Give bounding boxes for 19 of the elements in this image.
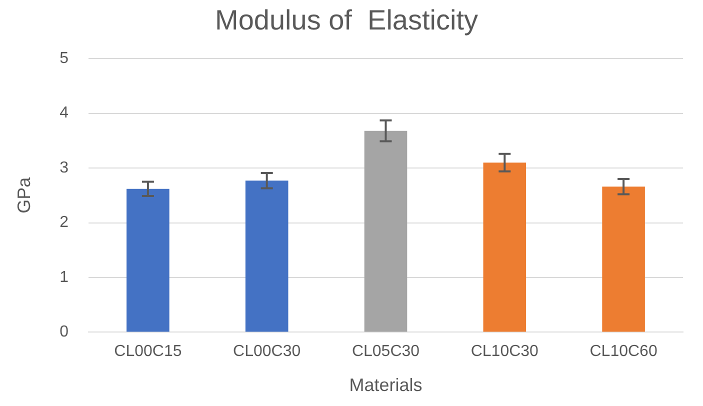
y-tick-label: 1 bbox=[60, 268, 69, 286]
y-tick-label: 2 bbox=[60, 214, 69, 232]
x-tick-label: CL00C15 bbox=[114, 343, 182, 360]
bar bbox=[483, 162, 526, 332]
bar bbox=[245, 180, 288, 332]
y-axis-title: GPa bbox=[14, 176, 34, 214]
x-tick-label: CL00C30 bbox=[233, 343, 301, 360]
bar bbox=[602, 186, 645, 332]
chart-title: Modulus of Elasticity bbox=[215, 4, 478, 36]
x-tick-label: CL05C30 bbox=[352, 343, 420, 360]
x-tick-label: CL10C60 bbox=[590, 343, 658, 360]
y-tick-label: 3 bbox=[60, 159, 69, 176]
bar bbox=[126, 188, 170, 332]
x-tick-label: CL10C30 bbox=[470, 343, 539, 360]
bar bbox=[364, 130, 408, 332]
y-tick-label: 5 bbox=[60, 50, 69, 68]
y-tick-label: 4 bbox=[60, 104, 69, 122]
x-axis-title: Materials bbox=[349, 375, 422, 396]
y-tick-label: 0 bbox=[60, 324, 69, 341]
